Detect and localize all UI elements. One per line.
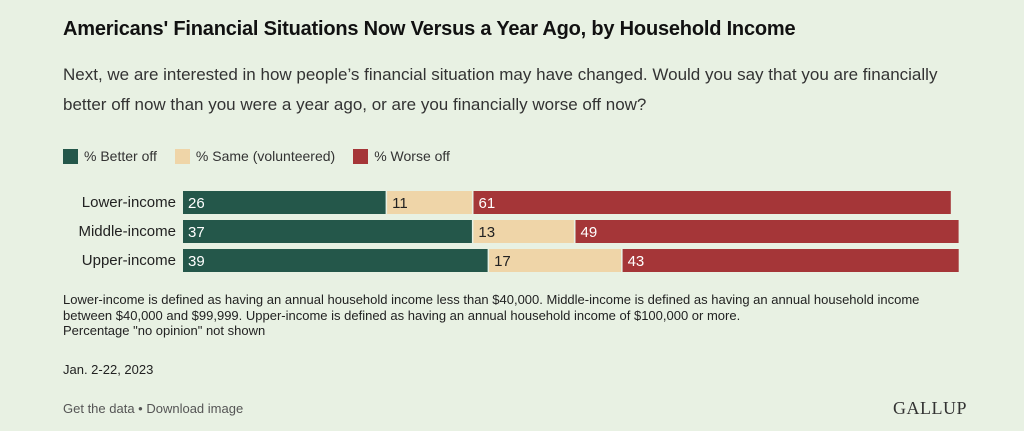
bar-middle-incomesame	[473, 220, 574, 243]
data-label-upper-incomesame: 17	[494, 253, 511, 270]
bar-upper-incomesame	[489, 249, 621, 272]
bar-lower-incomesame	[387, 191, 472, 214]
income-definition-note: Lower-income is defined as having an ann…	[63, 292, 920, 323]
data-label-middle-incomeworse: 49	[581, 224, 598, 241]
no-opinion-note: Percentage "no opinion" not shown	[63, 323, 266, 338]
gallup-logo: GALLUP	[893, 398, 967, 418]
data-label-lower-incomesame: 11	[392, 195, 408, 212]
legend-label-worse: % Worse off	[374, 148, 450, 164]
bar-lower-incomebetter	[183, 191, 386, 214]
data-label-upper-incomeworse: 43	[628, 253, 645, 270]
bar-middle-incomeworse	[575, 220, 959, 243]
row-label-upper-income: Upper-income	[81, 252, 176, 269]
bar-middle-incomebetter	[183, 220, 472, 243]
data-label-lower-incomeworse: 61	[479, 195, 496, 212]
data-label-lower-incomebetter: 26	[188, 195, 205, 212]
chart-subtitle: Next, we are interested in how people’s …	[63, 65, 938, 114]
bar-upper-incomebetter	[183, 249, 488, 272]
bar-upper-incomeworse	[622, 249, 959, 272]
get-data-link[interactable]: Get the data	[63, 401, 135, 416]
data-label-upper-incomebetter: 39	[188, 253, 205, 270]
survey-date: Jan. 2-22, 2023	[63, 362, 154, 377]
footer-separator: •	[134, 401, 147, 416]
footer-links: Get the data • Download image	[63, 401, 243, 416]
data-label-middle-incomesame: 13	[478, 224, 495, 241]
legend: % Better off % Same (volunteered) % Wors…	[63, 148, 468, 164]
legend-item-better: % Better off	[63, 148, 157, 164]
legend-swatch-worse	[353, 148, 369, 164]
legend-swatch-same	[174, 148, 190, 164]
row-label-middle-income: Middle-income	[78, 223, 176, 240]
bar-lower-incomeworse	[473, 191, 951, 214]
chart-note: Lower-income is defined as having an ann…	[63, 292, 963, 339]
row-label-lower-income: Lower-income	[81, 194, 176, 211]
download-image-link[interactable]: Download image	[146, 401, 244, 416]
legend-label-better: % Better off	[84, 148, 157, 164]
chart-title: Americans' Financial Situations Now Vers…	[63, 18, 796, 40]
legend-label-same: % Same (volunteered)	[195, 148, 336, 164]
legend-item-same: % Same (volunteered)	[174, 148, 336, 164]
legend-item-worse: % Worse off	[353, 148, 450, 164]
data-label-middle-incomebetter: 37	[188, 224, 205, 241]
legend-swatch-better	[63, 148, 78, 164]
